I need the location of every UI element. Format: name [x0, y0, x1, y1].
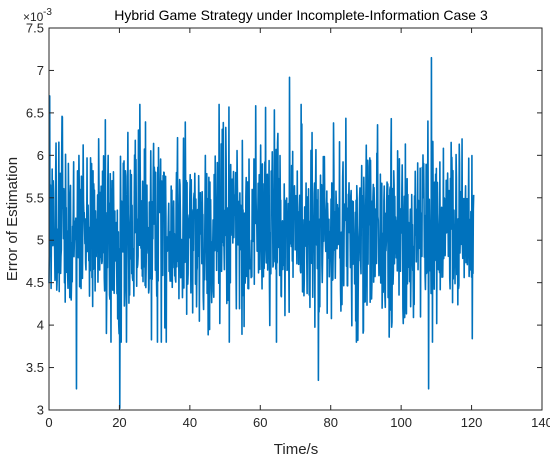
y-tick-label: 4 [37, 318, 44, 333]
y-tick-label: 3.5 [26, 360, 44, 375]
y-tick-label: 3 [37, 403, 44, 418]
y-tick-label: 5 [37, 233, 44, 248]
x-tick-label: 80 [323, 415, 337, 430]
y-exponent-power: -3 [43, 7, 52, 18]
y-exponent-base: ×10 [23, 10, 44, 24]
plot-frame [48, 27, 543, 411]
y-tick-label: 4.5 [26, 275, 44, 290]
y-tick-label: 7.5 [26, 21, 44, 36]
x-tick-label: 120 [461, 415, 483, 430]
y-tick-label: 5.5 [26, 190, 44, 205]
x-tick-label: 140 [531, 415, 550, 430]
x-tick-label: 20 [112, 415, 126, 430]
ticks-layer: 0 20 40 60 80 100 120 140 3 3.5 4 4.5 5 5.5 6 6.5 7 7.5 [26, 21, 550, 431]
y-tick-label: 6 [37, 148, 44, 163]
x-tick-label: 0 [45, 415, 52, 430]
y-axis-title: Error of Estimation [4, 157, 21, 281]
x-tick-label: 40 [183, 415, 197, 430]
y-tick-label: 6.5 [26, 105, 44, 120]
x-tick-label: 60 [253, 415, 267, 430]
x-tick-label: 100 [390, 415, 412, 430]
x-axis-title: Time/s [274, 441, 318, 458]
y-tick-label: 7 [37, 63, 44, 78]
chart-title: Hybrid Game Strategy under Incomplete-In… [114, 7, 488, 23]
